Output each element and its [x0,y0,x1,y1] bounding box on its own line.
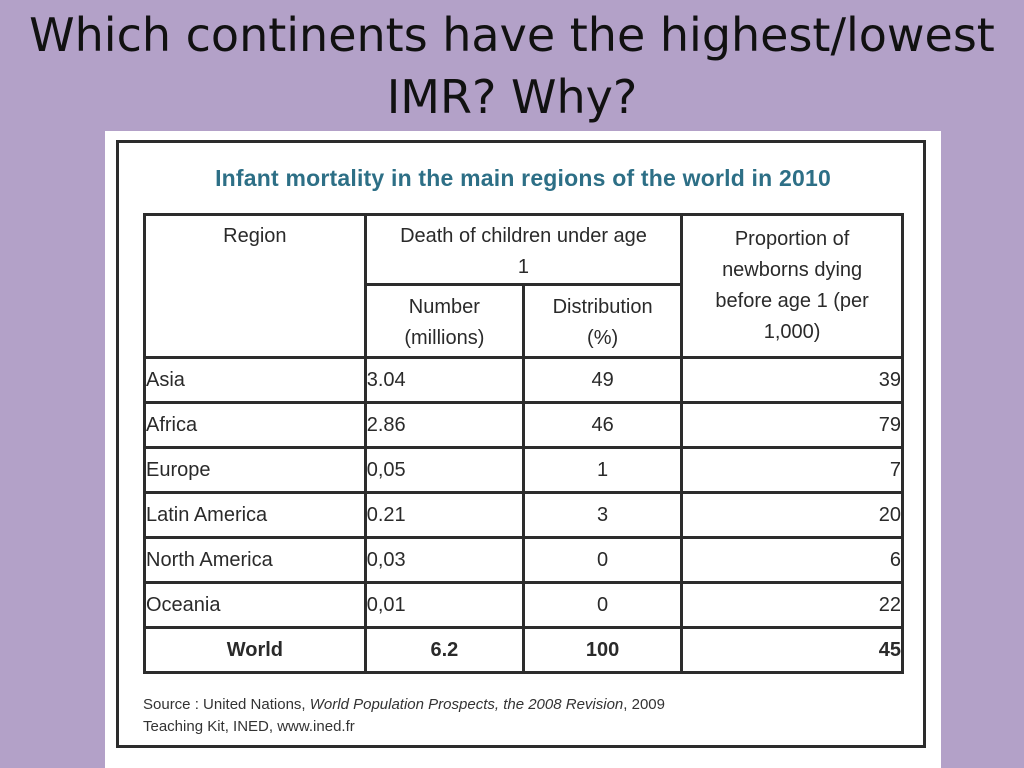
cell-proportion: 79 [680,401,904,449]
table-subheader-row: Number (millions) Distribution (%) [145,283,903,359]
header-distribution-text: Distribution (%) [552,296,653,349]
table-row: Europe 0,05 1 7 [143,446,904,494]
cell-number: 0,05 [363,446,525,494]
table-row: Africa 2.86 46 79 [143,401,904,449]
header-number-text: Number (millions) [404,296,485,349]
cell-proportion: 45 [680,626,904,674]
header-proportion-text: Proportion of newborns dying before age … [715,228,869,343]
header-deaths-group-text: Death of children under age 1 [400,225,647,278]
cell-distribution: 100 [521,626,684,674]
cell-proportion: 22 [680,581,904,629]
source-publication: World Population Prospects, the 2008 Rev… [309,696,624,713]
source-prefix: Source : United Nations, [143,696,310,713]
header-distribution: Distribution (%) [521,283,684,359]
header-number: Number (millions) [363,283,525,359]
table-row: North America 0,03 0 6 [143,536,904,584]
table-row: Oceania 0,01 0 22 [143,581,904,629]
slide-title-line-2: IMR? Why? [386,70,638,124]
cell-distribution: 46 [521,401,684,449]
table-header-row: Region Death of children under age 1 Pro… [143,213,904,359]
cell-proportion: 6 [680,536,904,584]
cell-distribution: 49 [521,356,684,404]
table-total-row: World 6.2 100 45 [143,626,904,674]
slide-title: Which continents have the highest/lowest… [0,4,1024,128]
cell-distribution: 0 [521,581,684,629]
cell-distribution: 0 [521,536,684,584]
source-note: Source : United Nations, World Populatio… [143,694,665,738]
cell-region: North America [143,536,367,584]
slide-title-line-1: Which continents have the highest/lowest [29,8,995,62]
header-deaths-group: Death of children under age 1 [363,213,684,286]
cell-distribution: 1 [521,446,684,494]
cell-proportion: 39 [680,356,904,404]
cell-number: 0.21 [363,491,525,539]
infant-mortality-table: Region Death of children under age 1 Pro… [143,213,904,674]
cell-proportion: 7 [680,446,904,494]
cell-number: 3.04 [363,356,525,404]
cell-region: Europe [143,446,367,494]
figure-frame [116,140,926,748]
cell-region: World [143,626,367,674]
cell-number: 2.86 [363,401,525,449]
cell-region: Asia [143,356,367,404]
table-row: Asia 3.04 49 39 [143,356,904,404]
cell-region: Oceania [143,581,367,629]
cell-number: 0,03 [363,536,525,584]
source-suffix: , 2009 [623,696,665,713]
cell-proportion: 20 [680,491,904,539]
cell-number: 0,01 [363,581,525,629]
table-row: Latin America 0.21 3 20 [143,491,904,539]
cell-region: Latin America [143,491,367,539]
table-title: Infant mortality in the main regions of … [215,165,831,191]
cell-distribution: 3 [521,491,684,539]
header-region: Region [143,213,367,359]
cell-number: 6.2 [363,626,525,674]
table-figure: Infant mortality in the main regions of … [105,131,941,768]
cell-region: Africa [143,401,367,449]
source-line-2: Teaching Kit, INED, www.ined.fr [143,718,355,735]
header-proportion: Proportion of newborns dying before age … [680,213,904,359]
